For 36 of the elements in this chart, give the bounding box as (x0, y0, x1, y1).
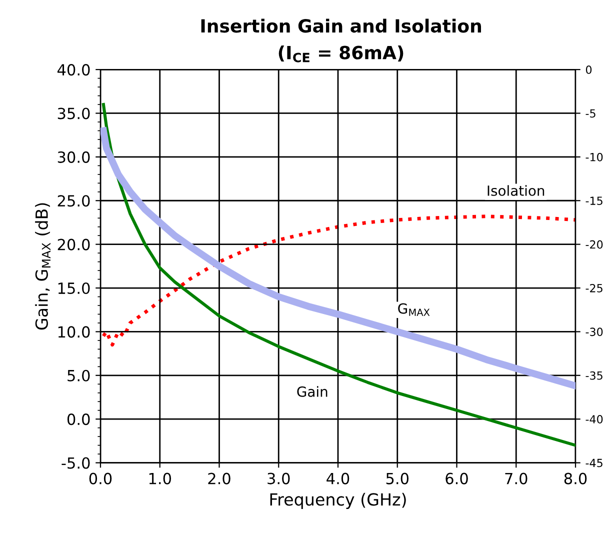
y-tick-label: 25.0 (58, 195, 90, 207)
y-tick-label: 40.0 (57, 64, 90, 76)
series-label: Gain (297, 386, 328, 397)
series-label: G$_{MAX}$ (398, 303, 430, 316)
chart-subtitle: (I$_{CE}$ = 86mA) (278, 45, 404, 62)
y2-tick-label: -10 (586, 152, 603, 162)
y-tick-label: 30.0 (58, 151, 90, 163)
y-tick-label: 0.0 (67, 414, 90, 426)
y2-tick-label: -45 (586, 458, 602, 468)
y2-tick-label: -20 (586, 240, 603, 249)
y-tick-label: 35.0 (58, 108, 90, 120)
x-tick-label: 4.0 (326, 472, 350, 484)
y2-tick-label: -15 (586, 196, 602, 206)
x-axis-title: Frequency (GHz) (270, 492, 406, 509)
y-axis-title: Gain, G$_{MAX}$ (dB) (35, 203, 50, 330)
y-tick-label: 20.0 (58, 238, 90, 250)
x-tick-label: 6.0 (446, 472, 468, 484)
x-tick-label: 8.0 (564, 472, 587, 484)
x-tick-label: 0.0 (89, 472, 112, 484)
y2-tick-label: -35 (586, 371, 602, 380)
x-tick-label: 2.0 (208, 472, 230, 484)
series-label: Isolation (488, 185, 544, 196)
chart-title: Insertion Gain and Isolation (201, 18, 481, 33)
y-tick-label: 5.0 (68, 370, 90, 382)
x-tick-label: 3.0 (268, 472, 290, 484)
y2-tick-label: 0 (586, 66, 592, 74)
x-tick-label: 7.0 (505, 472, 528, 484)
x-tick-label: 5.0 (386, 472, 409, 484)
y2-tick-label: -5 (586, 109, 596, 118)
y-tick-label: 15.0 (58, 282, 90, 294)
y-tick-label: -5.0 (62, 457, 90, 469)
y2-tick-label: -25 (586, 284, 602, 292)
y-tick-label: 10.0 (58, 326, 90, 338)
x-tick-label: 1.0 (149, 472, 171, 484)
y2-tick-label: -30 (586, 328, 603, 336)
y2-tick-label: -40 (586, 415, 603, 424)
